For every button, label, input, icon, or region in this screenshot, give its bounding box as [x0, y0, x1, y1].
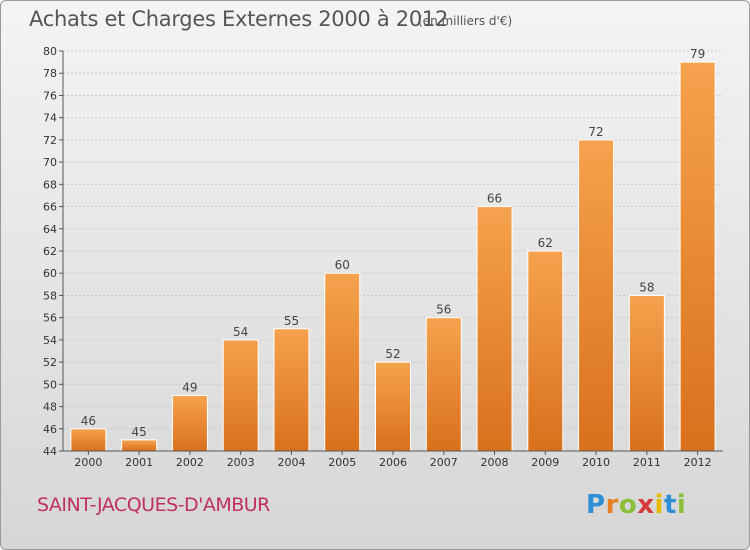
bar-value-label: 72 — [588, 125, 603, 139]
y-tick-label: 66 — [43, 201, 57, 214]
y-tick-label: 64 — [43, 223, 57, 236]
logo-letter: P — [586, 490, 606, 520]
chart-title: Achats et Charges Externes 2000 à 2012 — [29, 7, 449, 31]
bar-value-label: 55 — [284, 314, 299, 328]
bar-value-label: 52 — [385, 347, 400, 361]
bar — [171, 394, 208, 452]
y-tick-label: 80 — [43, 45, 57, 58]
x-tick-label: 2005 — [328, 456, 356, 469]
x-tick-label: 2012 — [684, 456, 712, 469]
y-tick-label: 50 — [43, 378, 57, 391]
chart-subtitle: (en milliers d'€) — [418, 14, 513, 28]
logo-letter: o — [618, 490, 638, 520]
bars — [70, 61, 716, 452]
bar — [121, 439, 158, 452]
bar-value-label: 54 — [233, 325, 248, 339]
bar-value-label: 66 — [487, 192, 502, 206]
y-tick-label: 62 — [43, 245, 57, 258]
y-tick-label: 72 — [43, 134, 57, 147]
x-tick-label: 2002 — [176, 456, 204, 469]
y-tick-label: 54 — [43, 334, 57, 347]
x-tick-label: 2010 — [582, 456, 610, 469]
bar-value-label: 45 — [132, 425, 147, 439]
bar — [628, 294, 665, 452]
bar-value-label: 49 — [182, 380, 197, 394]
x-tick-label: 2008 — [481, 456, 509, 469]
proxiti-logo: Proxiti — [586, 490, 686, 520]
y-tick-label: 46 — [43, 423, 57, 436]
logo-letter: t — [663, 490, 677, 520]
y-tick-label: 70 — [43, 156, 57, 169]
bar — [375, 361, 411, 452]
bar — [425, 317, 462, 452]
x-tick-label: 2003 — [227, 456, 255, 469]
location-name: SAINT-JACQUES-D'AMBUR — [37, 494, 270, 516]
x-tick-label: 2001 — [125, 456, 153, 469]
y-tick-label: 44 — [43, 445, 57, 458]
x-tick-label: 2006 — [379, 456, 407, 469]
x-tick-label: 2000 — [74, 456, 102, 469]
y-tick-label: 56 — [43, 312, 57, 325]
x-tick-label: 2007 — [430, 456, 458, 469]
bar-value-label: 60 — [335, 258, 350, 272]
bar-value-label: 46 — [81, 414, 96, 428]
x-tick-label: 2004 — [277, 456, 305, 469]
y-tick-label: 76 — [43, 89, 57, 102]
y-tick-label: 52 — [43, 356, 57, 369]
axes — [59, 50, 723, 455]
y-tick-label: 48 — [43, 401, 57, 414]
bar — [679, 61, 716, 452]
x-tick-label: 2011 — [633, 456, 661, 469]
y-tick-label: 60 — [43, 267, 57, 280]
y-tick-label: 78 — [43, 67, 57, 80]
tick-labels: 44 46 48 50 52 54 56 58 60 62 64 66 68 70 72 74 76 78 80 46… — [43, 45, 712, 469]
bar — [476, 206, 513, 452]
logo-letter: r — [605, 490, 619, 520]
y-tick-label: 74 — [43, 112, 57, 125]
bar-value-label: 79 — [690, 47, 705, 61]
bar — [273, 328, 310, 452]
bar — [578, 139, 615, 452]
x-tick-label: 2009 — [531, 456, 559, 469]
y-tick-label: 58 — [43, 289, 57, 302]
bar-value-label: 58 — [639, 280, 654, 294]
logo-letter: i — [654, 490, 664, 520]
logo-letter: x — [637, 490, 655, 520]
bar-value-label: 56 — [436, 303, 451, 317]
y-tick-label: 68 — [43, 178, 57, 191]
bar — [70, 428, 107, 452]
bar — [222, 339, 259, 452]
bar — [527, 250, 564, 452]
bar-value-label: 62 — [538, 236, 553, 250]
bar — [324, 272, 361, 452]
logo-letter: i — [676, 490, 687, 520]
